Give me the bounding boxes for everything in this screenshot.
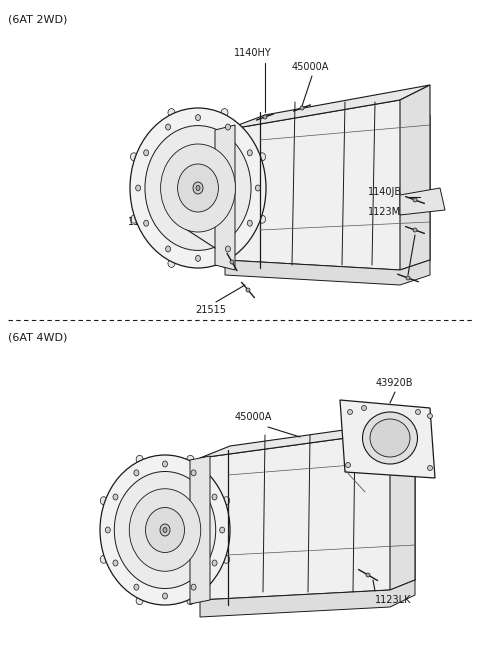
Ellipse shape <box>144 150 149 156</box>
Ellipse shape <box>196 186 200 190</box>
Text: 45000A: 45000A <box>235 412 272 422</box>
Ellipse shape <box>366 573 370 577</box>
Text: (6AT 2WD): (6AT 2WD) <box>8 14 67 24</box>
Ellipse shape <box>247 220 252 226</box>
Ellipse shape <box>114 472 216 588</box>
Ellipse shape <box>212 494 217 500</box>
Ellipse shape <box>195 115 201 121</box>
Ellipse shape <box>362 412 418 464</box>
Ellipse shape <box>195 255 201 261</box>
Polygon shape <box>225 100 430 270</box>
Ellipse shape <box>255 185 260 191</box>
Polygon shape <box>215 125 235 270</box>
Ellipse shape <box>113 494 118 500</box>
Text: 21515: 21515 <box>195 305 226 315</box>
Ellipse shape <box>100 455 230 605</box>
Ellipse shape <box>413 198 417 202</box>
Ellipse shape <box>163 461 168 467</box>
Polygon shape <box>400 188 445 215</box>
Ellipse shape <box>160 524 170 536</box>
Ellipse shape <box>166 124 170 130</box>
Polygon shape <box>200 420 415 458</box>
Ellipse shape <box>131 153 137 161</box>
Text: 1140AA: 1140AA <box>128 217 166 227</box>
Ellipse shape <box>166 246 170 252</box>
Ellipse shape <box>300 106 304 110</box>
Ellipse shape <box>223 555 230 564</box>
Text: 1123ME: 1123ME <box>368 207 407 217</box>
Ellipse shape <box>161 144 235 232</box>
Ellipse shape <box>428 466 432 470</box>
Polygon shape <box>200 432 415 600</box>
Polygon shape <box>390 420 415 590</box>
Ellipse shape <box>130 108 266 268</box>
Ellipse shape <box>131 215 137 223</box>
Ellipse shape <box>221 109 228 117</box>
Polygon shape <box>400 85 430 270</box>
Polygon shape <box>225 85 430 130</box>
Ellipse shape <box>145 125 251 251</box>
Ellipse shape <box>187 597 194 605</box>
Ellipse shape <box>406 276 410 280</box>
Text: 43920B: 43920B <box>376 378 413 388</box>
Ellipse shape <box>134 470 139 476</box>
Ellipse shape <box>168 109 175 117</box>
Ellipse shape <box>416 409 420 415</box>
Ellipse shape <box>220 527 225 533</box>
Ellipse shape <box>163 593 168 599</box>
Text: 1140JB: 1140JB <box>368 187 402 197</box>
Ellipse shape <box>247 150 252 155</box>
Ellipse shape <box>259 153 265 161</box>
Ellipse shape <box>246 288 250 292</box>
Ellipse shape <box>348 409 352 415</box>
Ellipse shape <box>129 489 201 571</box>
Ellipse shape <box>212 560 217 566</box>
Ellipse shape <box>163 527 167 533</box>
Polygon shape <box>340 400 435 478</box>
Ellipse shape <box>100 497 107 504</box>
Text: (6AT 4WD): (6AT 4WD) <box>8 332 67 342</box>
Ellipse shape <box>134 584 139 590</box>
Ellipse shape <box>178 164 218 212</box>
Polygon shape <box>200 580 415 617</box>
Ellipse shape <box>259 215 265 223</box>
Ellipse shape <box>100 555 107 564</box>
Polygon shape <box>225 260 430 285</box>
Ellipse shape <box>136 185 141 191</box>
Ellipse shape <box>226 246 230 252</box>
Ellipse shape <box>136 455 143 463</box>
Ellipse shape <box>223 497 230 504</box>
Ellipse shape <box>144 220 149 226</box>
Ellipse shape <box>145 508 184 552</box>
Ellipse shape <box>428 413 432 419</box>
Ellipse shape <box>263 115 267 119</box>
Ellipse shape <box>230 260 234 264</box>
Ellipse shape <box>193 182 203 194</box>
Ellipse shape <box>168 259 175 268</box>
Ellipse shape <box>370 419 410 457</box>
Ellipse shape <box>136 597 143 605</box>
Ellipse shape <box>191 584 196 590</box>
Ellipse shape <box>226 124 230 130</box>
Ellipse shape <box>413 228 417 232</box>
Text: 45000A: 45000A <box>291 62 329 72</box>
Text: 1123LK: 1123LK <box>375 595 411 605</box>
Ellipse shape <box>105 527 110 533</box>
Ellipse shape <box>346 462 350 468</box>
Ellipse shape <box>113 560 118 566</box>
Ellipse shape <box>191 470 196 476</box>
Ellipse shape <box>221 259 228 268</box>
Polygon shape <box>190 456 210 604</box>
Text: 1140HY: 1140HY <box>234 48 272 58</box>
Ellipse shape <box>361 405 367 411</box>
Ellipse shape <box>187 455 194 463</box>
